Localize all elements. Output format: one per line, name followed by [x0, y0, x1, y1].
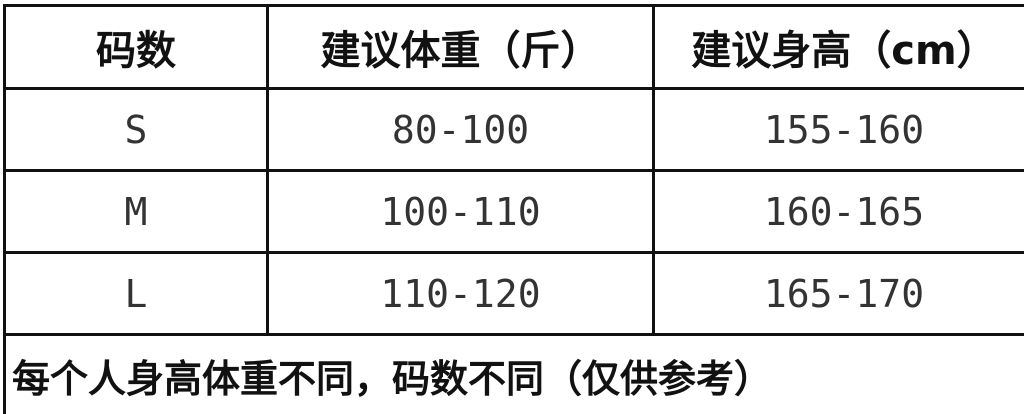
- header-height: 建议身高（cm）: [654, 6, 1024, 89]
- size-cell: L: [5, 253, 268, 335]
- table-row: M 100-110 160-165: [5, 171, 1024, 253]
- height-cell: 165-170: [654, 253, 1024, 335]
- weight-cell: 100-110: [268, 171, 654, 253]
- header-row: 码数 建议体重（斤） 建议身高（cm）: [5, 6, 1024, 89]
- height-cell: 155-160: [654, 89, 1024, 171]
- note-row: 每个人身高体重不同，码数不同（仅供参考）: [5, 335, 1024, 414]
- height-cell: 160-165: [654, 171, 1024, 253]
- weight-cell: 80-100: [268, 89, 654, 171]
- weight-cell: 110-120: [268, 253, 654, 335]
- size-cell: M: [5, 171, 268, 253]
- size-chart-table: 码数 建议体重（斤） 建议身高（cm） S 80-100 155-160 M 1…: [3, 4, 1024, 414]
- table-row: S 80-100 155-160: [5, 89, 1024, 171]
- reference-note: 每个人身高体重不同，码数不同（仅供参考）: [5, 335, 1024, 414]
- header-size: 码数: [5, 6, 268, 89]
- table-row: L 110-120 165-170: [5, 253, 1024, 335]
- size-cell: S: [5, 89, 268, 171]
- header-weight: 建议体重（斤）: [268, 6, 654, 89]
